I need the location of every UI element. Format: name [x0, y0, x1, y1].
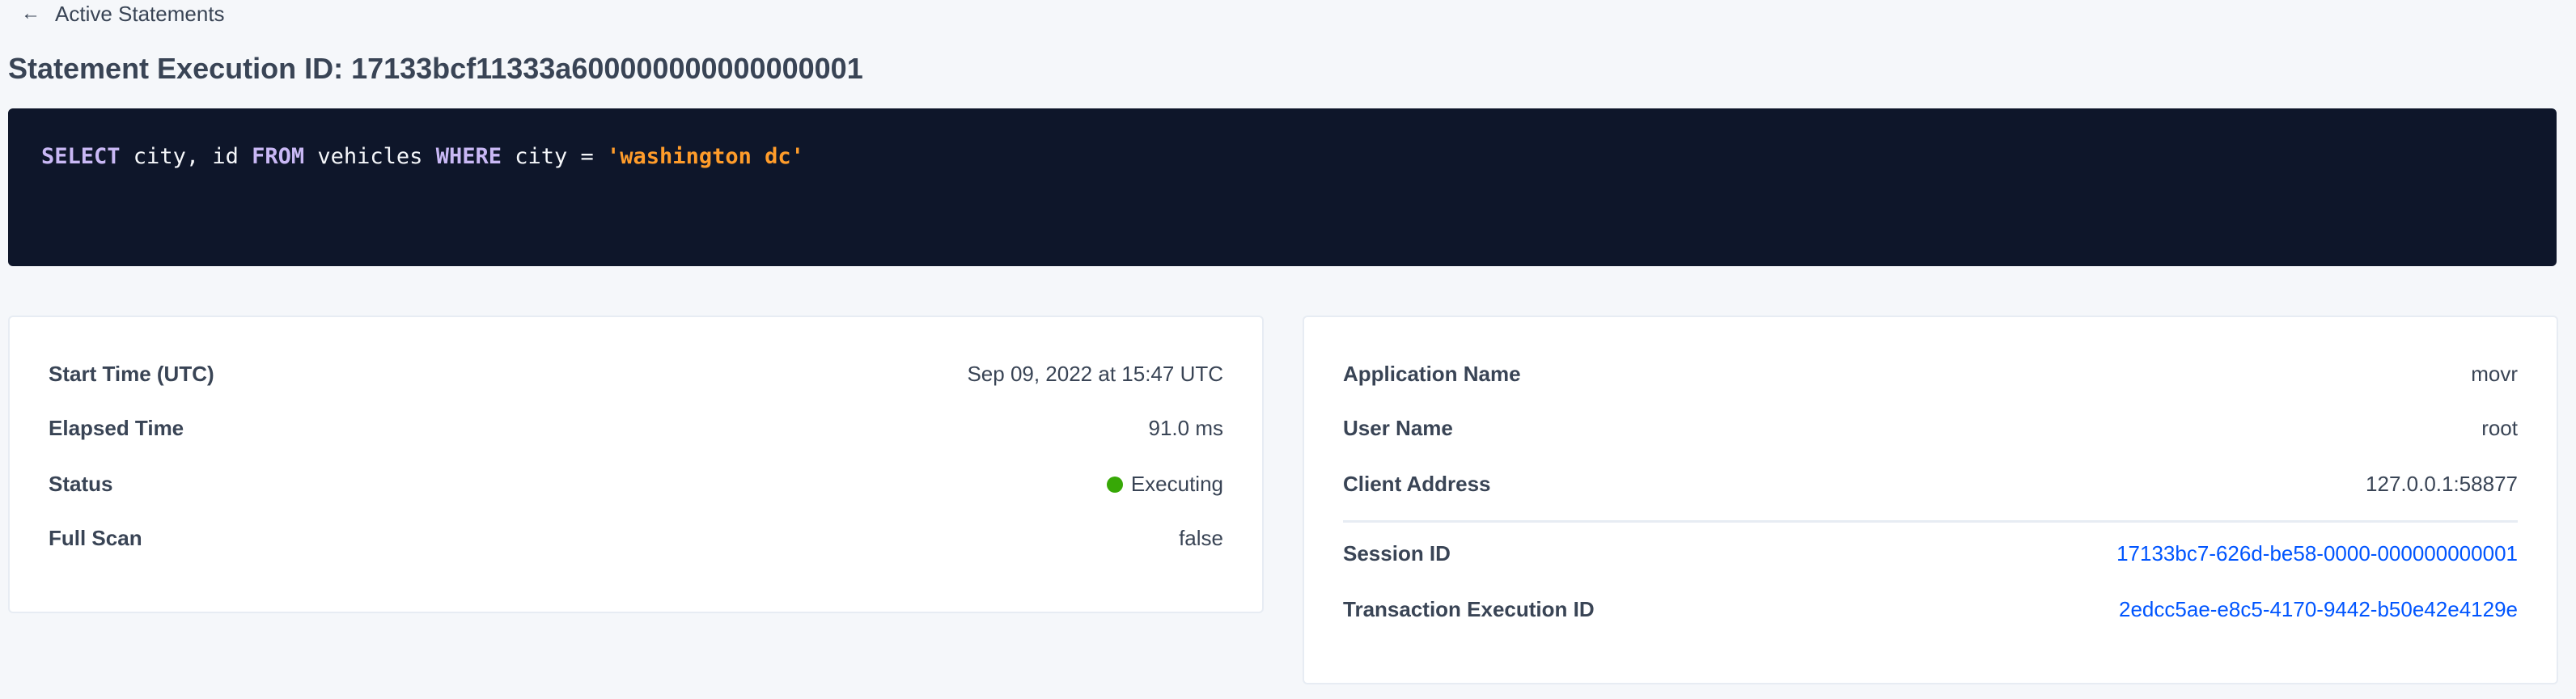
- start-time-row: Start Time (UTC) Sep 09, 2022 at 15:47 U…: [49, 359, 1223, 388]
- summary-card: Start Time (UTC) Sep 09, 2022 at 15:47 U…: [8, 316, 1264, 613]
- sql-text: city, id: [120, 144, 252, 169]
- user-name-value: root: [2481, 415, 2518, 440]
- sql-statement: SELECT city, id FROM vehicles WHERE city…: [41, 144, 804, 169]
- full-scan-value: false: [1179, 525, 1223, 550]
- sql-string: 'washington dc': [607, 144, 804, 169]
- start-time-value: Sep 09, 2022 at 15:47 UTC: [967, 361, 1223, 386]
- start-time-label: Start Time (UTC): [49, 361, 214, 386]
- client-address-label: Client Address: [1343, 471, 1491, 496]
- elapsed-time-label: Elapsed Time: [49, 415, 184, 440]
- sql-keyword: SELECT: [41, 144, 121, 169]
- sql-text: city =: [501, 144, 608, 169]
- application-name-label: Application Name: [1343, 361, 1521, 386]
- session-id-row: Session ID 17133bc7-626d-be58-0000-00000…: [1343, 539, 2518, 568]
- full-scan-label: Full Scan: [49, 525, 142, 550]
- status-row: Status Executing: [49, 469, 1223, 498]
- back-link-label: Active Statements: [55, 1, 225, 26]
- transaction-id-label: Transaction Execution ID: [1343, 596, 1595, 621]
- application-name-row: Application Name movr: [1343, 359, 2518, 388]
- divider: [1343, 520, 2518, 523]
- page-title: Statement Execution ID: 17133bcf11333a60…: [8, 52, 863, 85]
- status-label: Status: [49, 471, 113, 496]
- user-name-row: User Name root: [1343, 413, 2518, 443]
- back-to-active-statements-link[interactable]: ← Active Statements: [21, 0, 225, 28]
- status-dot-icon: [1106, 476, 1123, 493]
- details-card: Application Name movr User Name root Cli…: [1303, 316, 2558, 684]
- elapsed-time-row: Elapsed Time 91.0 ms: [49, 413, 1223, 443]
- transaction-id-row: Transaction Execution ID 2edcc5ae-e8c5-4…: [1343, 595, 2518, 624]
- sql-keyword: WHERE: [435, 144, 502, 169]
- transaction-id-link[interactable]: 2edcc5ae-e8c5-4170-9442-b50e42e4129e: [2119, 596, 2518, 621]
- session-id-label: Session ID: [1343, 540, 1451, 566]
- application-name-value: movr: [2471, 361, 2518, 386]
- client-address-row: Client Address 127.0.0.1:58877: [1343, 469, 2518, 498]
- client-address-value: 127.0.0.1:58877: [2366, 471, 2518, 496]
- full-scan-row: Full Scan false: [49, 523, 1223, 553]
- sql-code-block: SELECT city, id FROM vehicles WHERE city…: [8, 108, 2557, 266]
- status-value: Executing: [1106, 471, 1223, 497]
- sql-keyword: FROM: [252, 144, 305, 169]
- session-id-link[interactable]: 17133bc7-626d-be58-0000-000000000001: [2116, 540, 2518, 566]
- arrow-left-icon: ←: [21, 2, 40, 24]
- user-name-label: User Name: [1343, 415, 1453, 440]
- sql-text: vehicles: [304, 144, 436, 169]
- elapsed-time-value: 91.0 ms: [1148, 415, 1224, 440]
- status-text: Executing: [1130, 471, 1223, 496]
